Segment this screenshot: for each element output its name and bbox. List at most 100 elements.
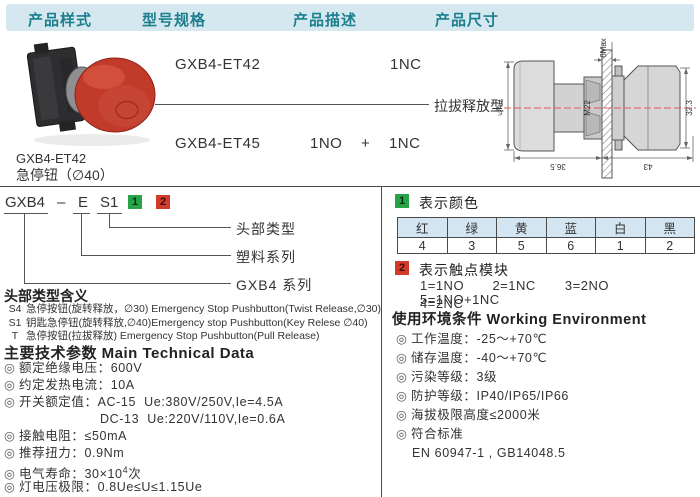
tech-item: ◎ 推荐扭力：0.9Nm [4, 445, 380, 462]
tech-item-continued: DC-13 Ue:220V/110V,Ie=0.6A [4, 411, 380, 428]
button-side-view [513, 49, 681, 179]
bullet-icon: ◎ [396, 408, 408, 422]
code-color-tag: 1 [128, 195, 142, 209]
tech-item: ◎ 额定绝缘电压：600V [4, 360, 380, 377]
tech-item-text: 推荐扭力：0.9Nm [19, 446, 125, 460]
code-dash: – [57, 194, 66, 211]
color-header: 黑 [644, 217, 695, 238]
env-item-text: 符合标准 [411, 427, 464, 441]
env-item-text: 储存温度：-40～+70℃ [411, 351, 548, 365]
label-head-type: 头部类型 [236, 221, 296, 237]
code-series: GXB4 [5, 194, 46, 211]
section-header-bar: 产品样式 型号规格 产品描述 产品尺寸 [6, 4, 694, 31]
bullet-icon: ◎ [396, 370, 408, 384]
contact-module-tag: 2 [395, 261, 409, 275]
color-code: 1 [595, 237, 646, 254]
tech-item: ◎ 接触电阻：≤50mA [4, 428, 380, 445]
head-type-code: S1 [8, 316, 22, 329]
header-product-desc: 产品描述 [293, 12, 358, 29]
bullet-icon: ◎ [396, 332, 408, 346]
head-type-desc: 急停按钮(拉拔释放) Emergency Stop Pushbutton(Pul… [26, 330, 320, 342]
bullet-icon: ◎ [4, 395, 16, 409]
mounting-panel [601, 49, 613, 179]
env-item-text: 防护等级：IP40/IP65/IP66 [411, 389, 569, 403]
label-plastic: 塑料系列 [236, 249, 296, 265]
color-code: 3 [446, 237, 497, 254]
env-item: ◎ 污染等级：3级 [396, 368, 696, 387]
bullet-icon: ◎ [4, 361, 16, 375]
env-item-text: 海拔极限高度≤2000米 [411, 408, 541, 422]
tech-item: ◎ 约定发热电流：10A [4, 377, 380, 394]
color-header: 黄 [496, 217, 547, 238]
spec-model-1: GXB4-ET42 [175, 56, 261, 73]
contact-option: 2=1NC [492, 278, 536, 293]
tech-item-text: 接触电阻：≤50mA [19, 429, 128, 443]
release-type-note: 拉拔释放型 [434, 98, 504, 114]
dimension-labels: ∅40 M22 6Max 32.3 36.5 43 [498, 38, 694, 171]
dim-front-label: 36.5 [550, 162, 566, 171]
photo-name-caption: 急停钮（∅40） [16, 167, 114, 183]
env-item: ◎ 海拔极限高度≤2000米 [396, 406, 696, 425]
color-header: 白 [595, 217, 646, 238]
header-model-spec: 型号规格 [142, 12, 207, 29]
tech-item-text: 灯电压极限：0.8Ue≤U≤1.15Ue [19, 480, 203, 494]
env-item: ◎ 防护等级：IP40/IP65/IP66 [396, 387, 696, 406]
dimension-drawing: ∅40 M22 6Max 32.3 36.5 43 [498, 38, 696, 179]
tech-item-electrical-life: ◎ 电气寿命：30×104次 [4, 462, 380, 482]
tech-item-text: 额定绝缘电压：600V [19, 361, 143, 375]
photo-shadow [34, 134, 150, 146]
head-type-item: S4 急停按钮(旋转释放，∅30) Emergency Stop Pushbutt… [4, 301, 381, 315]
head-type-desc: 钥匙急停钮(旋转释放,∅40)Emergency stop Pushbutton… [26, 316, 368, 329]
tech-item-text: DC-13 Ue:220V/110V,Ie=0.6A [100, 412, 286, 426]
head-type-code: T [11, 330, 19, 342]
code-plastic: E [78, 194, 89, 211]
spec-divider-line [155, 104, 429, 105]
contact-module-options: 1=1NO 2=1NC 3=2NO 4=2NC [420, 277, 700, 313]
tech-item: ◎ 开关额定值：AC-15 Ue:380V/250V,Ie=4.5A [4, 394, 380, 411]
spec-model-2: GXB4-ET45 [175, 135, 261, 152]
contact-option: 4=2NC [420, 296, 464, 311]
bullet-icon: ◎ [396, 427, 408, 441]
tech-item: ◎ 灯电压极限：0.8Ue≤U≤1.15Ue [4, 479, 380, 496]
env-item: ◎ 储存温度：-40～+70℃ [396, 349, 696, 368]
color-code: 6 [545, 237, 596, 254]
header-product-style: 产品样式 [28, 12, 93, 29]
tech-title: 主要技术参数 Main Technical Data [4, 345, 255, 362]
head-types-title: 头部类型含义 [4, 288, 88, 304]
color-code: 4 [397, 237, 448, 254]
tech-item-text: 开关额定值：AC-15 Ue:380V/250V,Ie=4.5A [19, 395, 284, 409]
color-code-table: 红 绿 黄 蓝 白 黑 4 3 5 6 1 2 [397, 217, 695, 254]
product-photo [26, 42, 156, 146]
underline-head [97, 213, 122, 214]
contact-option: 3=2NO [564, 278, 609, 293]
env-item: ◎ 符合标准 [396, 425, 696, 444]
spec-contacts-1: 1NC [390, 56, 422, 73]
env-item-text: 工作温度：-25～+70℃ [411, 332, 548, 346]
dim-height-label: 32.3 [685, 100, 694, 116]
dim-thread-label: M22 [583, 100, 592, 116]
bullet-icon: ◎ [4, 446, 16, 460]
env-item: ◎ 工作温度：-25～+70℃ [396, 330, 696, 349]
connector-head [109, 214, 231, 228]
color-table-tag: 1 [395, 194, 409, 208]
header-product-dimension: 产品尺寸 [435, 12, 500, 29]
contact-block-housing [26, 42, 85, 132]
superscript: 4 [122, 465, 129, 475]
bullet-icon: ◎ [4, 480, 16, 494]
head-type-item: T 急停按钮(拉拔释放) Emergency Stop Pushbutton(Pu… [4, 328, 380, 342]
head-types-list: S4 急停按钮(旋转释放，∅30) Emergency Stop Pushbutt… [4, 301, 381, 342]
env-item-text: 污染等级：3级 [411, 370, 498, 384]
head-type-code: S4 [8, 303, 22, 315]
tech-item-text: 电气寿命：30×10 [19, 467, 123, 482]
column-divider [381, 186, 382, 497]
environment-list: ◎ 工作温度：-25～+70℃ ◎ 储存温度：-40～+70℃ ◎ 污染等级：3级 ◎… [396, 330, 696, 463]
contact-option: 1=1NO [420, 278, 465, 293]
color-table-title: 表示颜色 [419, 195, 479, 211]
color-header: 蓝 [545, 217, 596, 238]
bullet-icon: ◎ [396, 351, 408, 365]
head-type-item: S1 钥匙急停钮(旋转释放,∅40)Emergency stop Pushbutt… [4, 315, 380, 329]
bullet-icon: ◎ [4, 429, 16, 443]
contact-module-title: 表示触点模块 [419, 262, 509, 278]
bullet-icon: ◎ [4, 467, 16, 482]
